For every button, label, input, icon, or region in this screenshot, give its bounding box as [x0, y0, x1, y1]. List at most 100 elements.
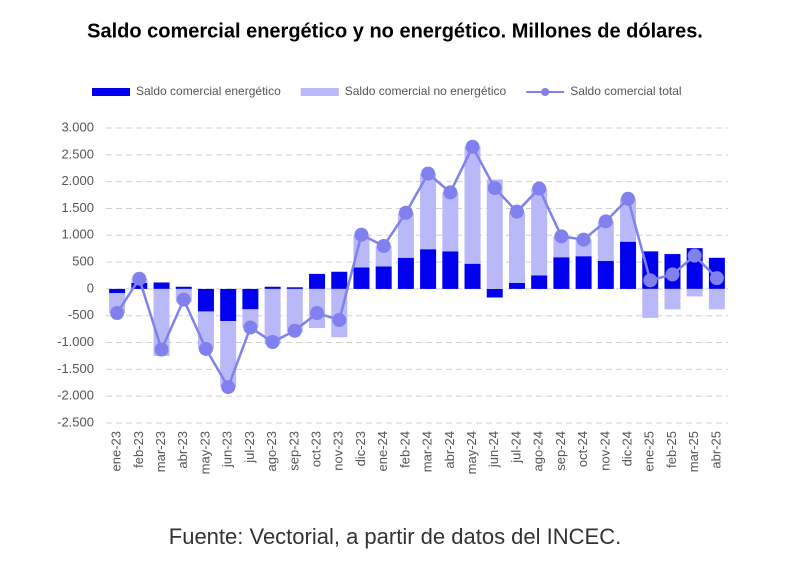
- line-point: [621, 191, 636, 206]
- line-point: [376, 239, 391, 253]
- source: Fuente: Vectorial, a partir de datos del…: [169, 524, 621, 549]
- bar: [331, 271, 348, 289]
- y-tick-label: -1.000: [57, 334, 94, 349]
- y-tick-label: 0: [87, 280, 94, 295]
- line-point: [110, 306, 125, 321]
- bar: [486, 179, 503, 289]
- line-point: [665, 267, 680, 282]
- bar: [264, 288, 281, 345]
- bar: [686, 288, 703, 297]
- x-tick-label: jun-24: [486, 431, 501, 468]
- x-tick-label: ene-23: [109, 431, 124, 471]
- x-tick-label: may-24: [464, 431, 479, 474]
- x-tick-label: abr-24: [442, 431, 457, 469]
- x-tick-label: nov-23: [331, 431, 346, 471]
- x-tick-label: abr-25: [708, 431, 723, 469]
- y-tick-label: -2.500: [57, 414, 94, 429]
- bar: [353, 234, 370, 268]
- bar: [575, 256, 592, 289]
- bar: [508, 283, 525, 289]
- bar: [620, 241, 637, 289]
- y-tick-label: 2.000: [61, 173, 94, 188]
- bar: [309, 273, 326, 289]
- x-tick-label: ene-25: [642, 431, 657, 471]
- x-tick-label: feb-24: [397, 431, 412, 468]
- line-point: [176, 292, 191, 307]
- line-point: [132, 271, 147, 286]
- legend-swatch: [541, 88, 550, 96]
- bar: [397, 257, 414, 289]
- legend-swatch: [92, 88, 130, 96]
- bar: [553, 257, 570, 289]
- line-point: [310, 306, 325, 321]
- y-tick-label: -1.500: [57, 361, 94, 376]
- bar: [109, 288, 126, 294]
- line-point: [243, 320, 258, 335]
- bar: [486, 288, 503, 298]
- bar: [442, 251, 459, 289]
- line-point: [509, 204, 524, 219]
- y-tick-label: 1.000: [61, 227, 94, 242]
- x-tick-label: mar-23: [153, 431, 168, 472]
- bar: [264, 286, 281, 289]
- y-tick-label: 500: [72, 254, 94, 269]
- x-tick-label: dic-23: [353, 431, 368, 466]
- legend-label: Saldo comercial no energético: [345, 84, 507, 98]
- line-point: [443, 185, 458, 200]
- line-point: [265, 335, 280, 350]
- line-point: [487, 181, 502, 196]
- line-point: [398, 205, 413, 220]
- bar: [220, 288, 237, 322]
- x-tick-label: ago-24: [531, 431, 546, 471]
- bar: [197, 288, 214, 312]
- line-point: [332, 313, 347, 328]
- line-point: [687, 248, 702, 263]
- x-tick-label: jul-23: [242, 431, 257, 464]
- x-tick-label: abr-23: [175, 431, 190, 469]
- line-point: [154, 342, 169, 357]
- line-point: [287, 323, 302, 338]
- x-tick-label: oct-23: [308, 431, 323, 467]
- bar: [664, 288, 681, 310]
- line-point: [643, 273, 658, 288]
- bar: [286, 287, 303, 289]
- x-tick-label: feb-25: [664, 431, 679, 468]
- x-tick-label: ago-23: [264, 431, 279, 471]
- line-point: [532, 181, 547, 196]
- bar: [531, 188, 548, 276]
- x-tick-label: feb-23: [131, 431, 146, 468]
- line: [116, 144, 718, 390]
- line-point: [465, 139, 480, 154]
- x-tick-label: sep-24: [553, 431, 568, 471]
- legend-swatch: [300, 88, 339, 96]
- x-tick-label: sep-23: [286, 431, 301, 471]
- bar: [420, 249, 437, 289]
- bar: [242, 288, 259, 310]
- legend-label: Saldo comercial total: [570, 84, 681, 98]
- bar: [397, 212, 414, 258]
- bar: [420, 173, 437, 250]
- x-tick-label: oct-24: [575, 431, 590, 467]
- x-tick-label: jun-23: [220, 431, 235, 468]
- y-tick-label: 2.500: [61, 146, 94, 161]
- x-tick-label: mar-25: [686, 431, 701, 472]
- bar: [153, 282, 170, 289]
- legend-label: Saldo comercial energético: [136, 84, 281, 98]
- bar: [597, 221, 614, 262]
- bar: [286, 288, 303, 333]
- bar: [464, 146, 481, 264]
- line-point: [354, 227, 369, 242]
- bar: [464, 263, 481, 289]
- x-tick-label: jul-24: [508, 431, 523, 464]
- bar: [353, 267, 370, 289]
- line-point: [198, 341, 213, 356]
- line-point: [709, 271, 724, 286]
- bar: [708, 288, 725, 310]
- x-tick-label: nov-24: [597, 431, 612, 471]
- bar: [442, 192, 459, 252]
- chart-title: Saldo comercial energético y no energéti…: [87, 20, 703, 42]
- bar: [175, 286, 192, 289]
- y-tick-label: 3.000: [61, 119, 94, 134]
